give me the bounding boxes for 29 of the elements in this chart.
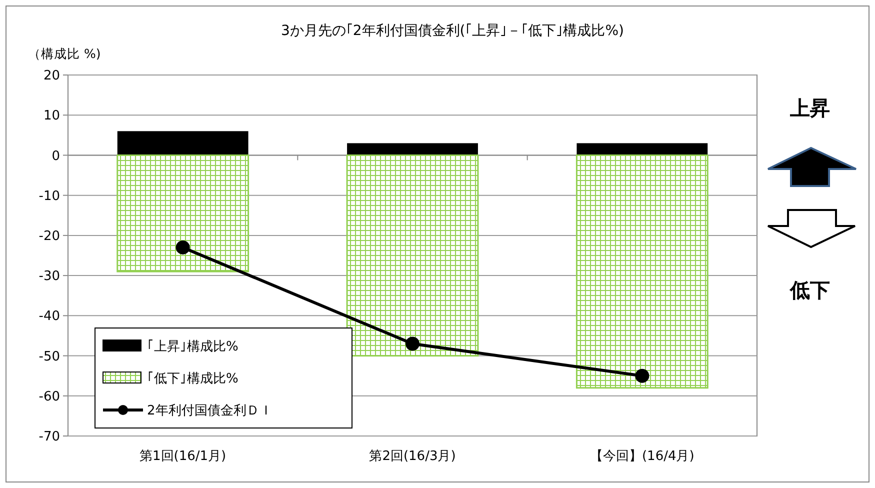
bar [116,154,250,272]
x-tick-label: 【今回】(16/4月) [590,449,694,464]
chart-title: 3か月先の｢2年利付国債金利(｢上昇｣－｢低下｣構成比%) [280,23,624,39]
bar [576,143,708,156]
y-tick-label: -50 [38,349,60,364]
bar [346,154,479,357]
legend-label: ｢低下｣構成比% [147,372,238,387]
y-tick-label: -60 [38,389,60,404]
y-tick-label: 10 [43,108,60,124]
y-tick-label: -10 [38,188,60,204]
point [635,368,650,383]
x-tick-label: 第2回(16/3月) [369,449,456,464]
text: 上昇 [789,96,830,120]
bar [576,154,708,389]
x-tick-label: 第1回(16/1月) [140,449,226,464]
y-tick-label: -30 [38,269,60,284]
point [406,336,420,351]
text: 低下 [789,278,830,302]
bar [347,143,478,156]
y-axis-title: （構成比 %) [28,46,101,61]
y-tick-label: -70 [38,430,60,445]
y-tick-label: -20 [38,228,60,244]
y-tick-label: 0 [52,148,60,164]
y-tick-label: 20 [43,68,60,84]
y-tick-label: -40 [38,309,60,324]
legend-label: 2年利付国債金利ＤＩ [147,404,272,419]
bar [117,131,248,156]
legend-label: ｢上昇｣構成比% [147,340,238,355]
point [176,240,190,254]
